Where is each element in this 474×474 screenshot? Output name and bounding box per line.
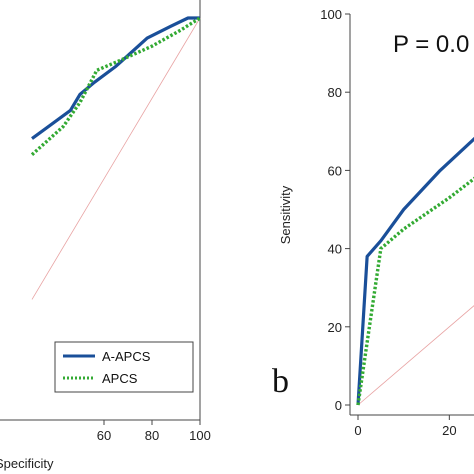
legend-label-a-apcs: A-APCS (102, 349, 151, 364)
legend: A-APCS APCS (54, 341, 194, 393)
reference-diagonal-line (31, 17, 201, 300)
x-tick-label: 60 (97, 428, 111, 443)
y-tick-label: 100 (320, 7, 342, 22)
series-line-a-apcs (31, 16, 200, 140)
x-tick-label: 0 (354, 423, 361, 438)
legend-label-apcs: APCS (102, 371, 138, 386)
reference-diagonal-line (357, 305, 474, 406)
y-tick-label: 80 (328, 85, 342, 100)
panel-b-letter: b (272, 363, 289, 400)
y-tick-label: 40 (328, 242, 342, 257)
panel-a: 60 80 100 Specificity A-APCS APCS (0, 0, 211, 471)
y-tick-label: 60 (328, 163, 342, 178)
x-tick-label: 100 (189, 428, 211, 443)
y-tick-label: 0 (335, 398, 342, 413)
legend-box (54, 341, 194, 393)
panel-b-y-axis-label: Sensitivity (278, 185, 293, 244)
p-value-annotation: P = 0.0 (393, 31, 469, 58)
x-tick-label: 20 (442, 423, 456, 438)
series-line-a-apcs (356, 136, 474, 406)
series-line-apcs (356, 176, 474, 406)
y-tick-label: 20 (328, 320, 342, 335)
x-tick-label: 80 (145, 428, 159, 443)
panel-b: b 0 20 0 20 40 60 80 100 Sensitivity P = 0.0 (272, 7, 474, 438)
panel-a-x-axis-label: Specificity (0, 456, 54, 471)
series-line-apcs (30, 16, 201, 156)
